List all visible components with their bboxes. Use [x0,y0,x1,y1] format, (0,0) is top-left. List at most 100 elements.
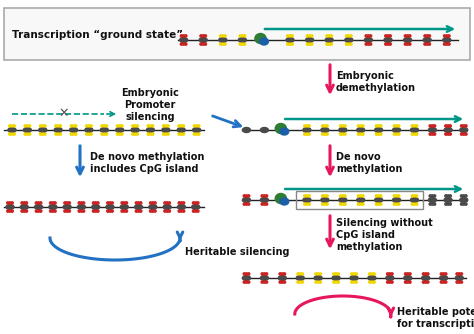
Circle shape [448,35,450,37]
Circle shape [369,273,371,275]
Circle shape [197,210,199,212]
Circle shape [444,43,446,45]
Circle shape [123,202,126,204]
Circle shape [147,125,149,127]
Circle shape [163,125,165,127]
Circle shape [370,35,372,37]
Circle shape [416,195,418,197]
Circle shape [137,202,140,204]
Circle shape [247,281,250,283]
Circle shape [342,125,344,127]
Circle shape [362,203,364,205]
Circle shape [429,203,431,205]
Circle shape [86,133,88,135]
Circle shape [416,125,418,127]
Circle shape [308,133,310,135]
Circle shape [68,202,71,204]
Circle shape [109,210,111,212]
Circle shape [297,273,299,275]
Circle shape [239,43,241,45]
Circle shape [37,210,40,212]
Circle shape [344,125,346,127]
Circle shape [380,133,382,135]
Circle shape [319,281,321,283]
Circle shape [111,202,113,204]
Circle shape [39,133,42,135]
Circle shape [357,133,360,135]
Ellipse shape [260,128,268,133]
Circle shape [360,195,362,197]
Circle shape [395,125,398,127]
Circle shape [13,133,15,135]
Circle shape [398,133,400,135]
Text: De novo methylation
includes CpG island: De novo methylation includes CpG island [90,152,204,174]
Circle shape [132,133,134,135]
Ellipse shape [365,37,373,42]
Circle shape [90,125,92,127]
Circle shape [367,43,370,45]
Circle shape [395,195,398,197]
Circle shape [28,133,31,135]
Circle shape [365,43,367,45]
Circle shape [456,281,458,283]
Circle shape [355,281,357,283]
Circle shape [74,125,77,127]
Circle shape [407,273,409,275]
Circle shape [74,133,77,135]
Circle shape [9,125,11,127]
Circle shape [281,273,283,275]
Circle shape [42,133,44,135]
Ellipse shape [192,128,201,133]
Circle shape [409,273,411,275]
Circle shape [154,202,156,204]
Ellipse shape [23,128,31,133]
Ellipse shape [49,204,57,209]
Circle shape [447,203,449,205]
Circle shape [123,210,126,212]
Circle shape [289,35,291,37]
Circle shape [164,202,166,204]
Circle shape [463,195,465,197]
Circle shape [360,125,362,127]
Circle shape [342,203,344,205]
Circle shape [11,202,13,204]
Circle shape [200,35,202,37]
Circle shape [44,133,46,135]
Ellipse shape [35,204,43,209]
Ellipse shape [91,204,100,209]
Ellipse shape [339,197,347,202]
Circle shape [326,203,328,205]
Circle shape [299,273,301,275]
Ellipse shape [428,128,437,133]
Circle shape [353,273,355,275]
Circle shape [380,125,382,127]
Circle shape [222,35,224,37]
Circle shape [375,203,377,205]
Circle shape [168,210,171,212]
Circle shape [413,125,416,127]
Text: Silencing without
CpG island
methylation: Silencing without CpG island methylation [336,218,433,252]
Circle shape [95,202,97,204]
Circle shape [407,43,409,45]
Circle shape [149,133,152,135]
Circle shape [101,125,103,127]
Circle shape [97,202,99,204]
Circle shape [152,210,154,212]
Ellipse shape [135,204,143,209]
Ellipse shape [260,276,268,281]
Circle shape [431,203,434,205]
Circle shape [411,195,413,197]
Circle shape [445,195,447,197]
Ellipse shape [422,276,429,281]
Circle shape [422,273,425,275]
Circle shape [117,133,118,135]
Circle shape [308,203,310,205]
Circle shape [178,133,180,135]
Circle shape [404,281,407,283]
Circle shape [375,125,377,127]
Circle shape [244,43,246,45]
Circle shape [154,210,156,212]
Circle shape [167,125,169,127]
Circle shape [460,281,463,283]
Circle shape [219,35,222,37]
